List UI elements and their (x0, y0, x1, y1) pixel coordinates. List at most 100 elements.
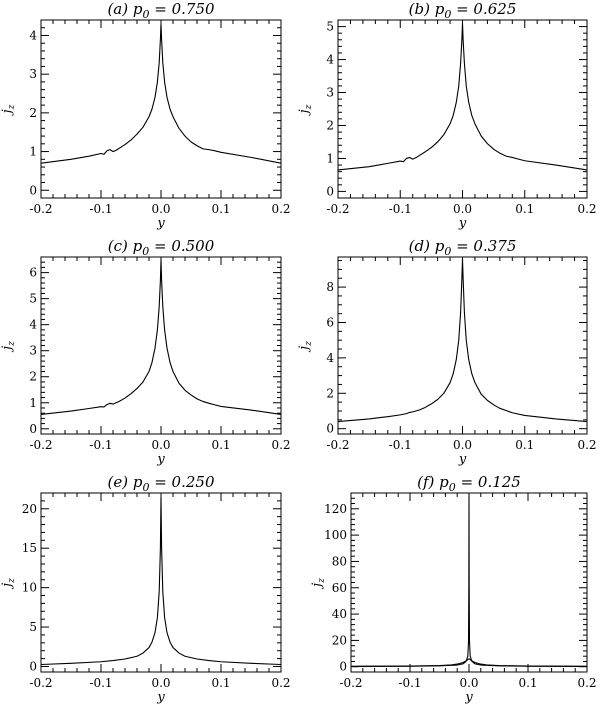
x-tick-label: 0.0 (151, 438, 170, 452)
y-axis-label-subscript: z (304, 341, 314, 347)
x-axis-label: y (458, 216, 467, 231)
y-tick-label: 4 (29, 318, 37, 332)
y-tick-label: 0 (339, 660, 347, 674)
series-line-1 (351, 495, 587, 668)
y-tick-label: 60 (332, 581, 347, 595)
y-tick-label: 5 (29, 292, 37, 306)
x-axis-label: y (156, 690, 165, 705)
y-axis-label-subscript: z (317, 578, 327, 584)
x-tick-label: 0.1 (211, 438, 230, 452)
x-tick-label: -0.1 (398, 676, 421, 690)
y-axis-label-subscript: z (304, 104, 314, 110)
y-axis-label-main: j (310, 583, 325, 590)
x-tick-label: 0.1 (211, 202, 230, 216)
y-tick-label: 0 (29, 183, 37, 197)
y-tick-label: 4 (326, 53, 334, 67)
chart-title-subscript: 0 (142, 245, 149, 258)
chart-title: (d) p0 = 0.375 (409, 237, 517, 258)
y-tick-label: 5 (29, 620, 37, 634)
x-tick-label: 0.1 (211, 676, 230, 690)
x-tick-label: 0.2 (271, 438, 290, 452)
y-axis-label-main: j (0, 109, 15, 116)
x-tick-label: 0.2 (577, 202, 596, 216)
y-tick-label: 0 (29, 659, 37, 673)
y-tick-label: 3 (29, 67, 37, 81)
y-axis-label: jz (297, 104, 314, 116)
x-tick-label: 0.0 (453, 202, 472, 216)
x-tick-label: -0.1 (389, 202, 412, 216)
x-tick-label: -0.1 (389, 438, 412, 452)
chart-title-prefix: (c) p (108, 237, 143, 255)
chart-title-prefix: (b) p (409, 0, 445, 18)
y-tick-label: 2 (29, 370, 37, 384)
x-tick-label: -0.2 (29, 438, 52, 452)
y-axis-label-subscript: z (7, 341, 17, 347)
y-tick-label: 1 (29, 145, 37, 159)
x-tick-label: 0.2 (271, 202, 290, 216)
y-tick-label: 20 (22, 502, 37, 516)
y-tick-label: 1 (326, 151, 334, 165)
series-line-1 (41, 259, 281, 416)
series-line-1 (41, 23, 281, 164)
y-tick-label: 80 (332, 554, 347, 568)
x-tick-label: 0.1 (518, 676, 537, 690)
chart-title: (f) p0 = 0.125 (417, 473, 521, 494)
y-tick-label: 8 (326, 280, 334, 294)
x-tick-label: -0.2 (326, 202, 349, 216)
x-tick-label: -0.1 (89, 676, 112, 690)
x-axis-label: y (156, 452, 165, 467)
y-axis-label-main: j (0, 583, 15, 590)
y-tick-label: 2 (29, 106, 37, 120)
chart-title-suffix: = 0.500 (149, 237, 215, 255)
chart-title-prefix: (d) p (409, 237, 445, 255)
y-tick-label: 6 (29, 266, 37, 280)
y-axis-label: jz (0, 341, 17, 353)
x-tick-label: 0.1 (515, 438, 534, 452)
y-tick-label: 20 (332, 633, 347, 647)
chart-title-suffix: = 0.625 (451, 0, 516, 18)
chart-title-prefix: (f) p (417, 473, 449, 491)
plot-frame (337, 19, 588, 199)
y-axis-label-subscript: z (7, 578, 17, 584)
y-tick-label: 4 (29, 28, 37, 42)
chart-title-subscript: 0 (449, 481, 456, 494)
x-tick-label: -0.2 (326, 438, 349, 452)
x-tick-label: 0.0 (459, 676, 478, 690)
chart-title: (b) p0 = 0.625 (409, 0, 517, 21)
y-axis-label-main: j (0, 346, 15, 353)
chart-title-suffix: = 0.375 (451, 237, 516, 255)
x-tick-label: 0.2 (271, 676, 290, 690)
y-axis-label: jz (0, 578, 17, 590)
x-tick-label: -0.1 (89, 438, 112, 452)
y-tick-label: 5 (326, 20, 334, 34)
chart-title: (c) p0 = 0.500 (108, 237, 215, 258)
y-axis-label-main: j (297, 346, 312, 353)
x-tick-label: 0.0 (151, 202, 170, 216)
x-tick-label: 0.1 (515, 202, 534, 216)
chart-title-subscript: 0 (444, 245, 451, 258)
y-tick-label: 10 (22, 581, 37, 595)
chart-title-subscript: 0 (142, 8, 149, 21)
series-line-1 (338, 22, 587, 171)
chart-title-prefix: (a) p (107, 0, 142, 18)
x-axis-label: y (156, 216, 165, 231)
x-axis-label: y (464, 690, 473, 705)
y-tick-label: 15 (22, 541, 37, 555)
y-tick-label: 40 (332, 607, 347, 621)
y-tick-label: 0 (326, 422, 334, 436)
series-line-2 (351, 658, 587, 667)
chart-title-subscript: 0 (444, 8, 451, 21)
x-tick-label: -0.2 (29, 202, 52, 216)
y-axis-label-main: j (297, 109, 312, 116)
y-axis-label: jz (0, 104, 17, 116)
chart-title-subscript: 0 (142, 481, 149, 494)
x-tick-label: 0.2 (577, 438, 596, 452)
y-tick-label: 100 (324, 528, 347, 542)
y-tick-label: 120 (324, 502, 347, 516)
chart-title-prefix: (e) p (108, 473, 143, 491)
